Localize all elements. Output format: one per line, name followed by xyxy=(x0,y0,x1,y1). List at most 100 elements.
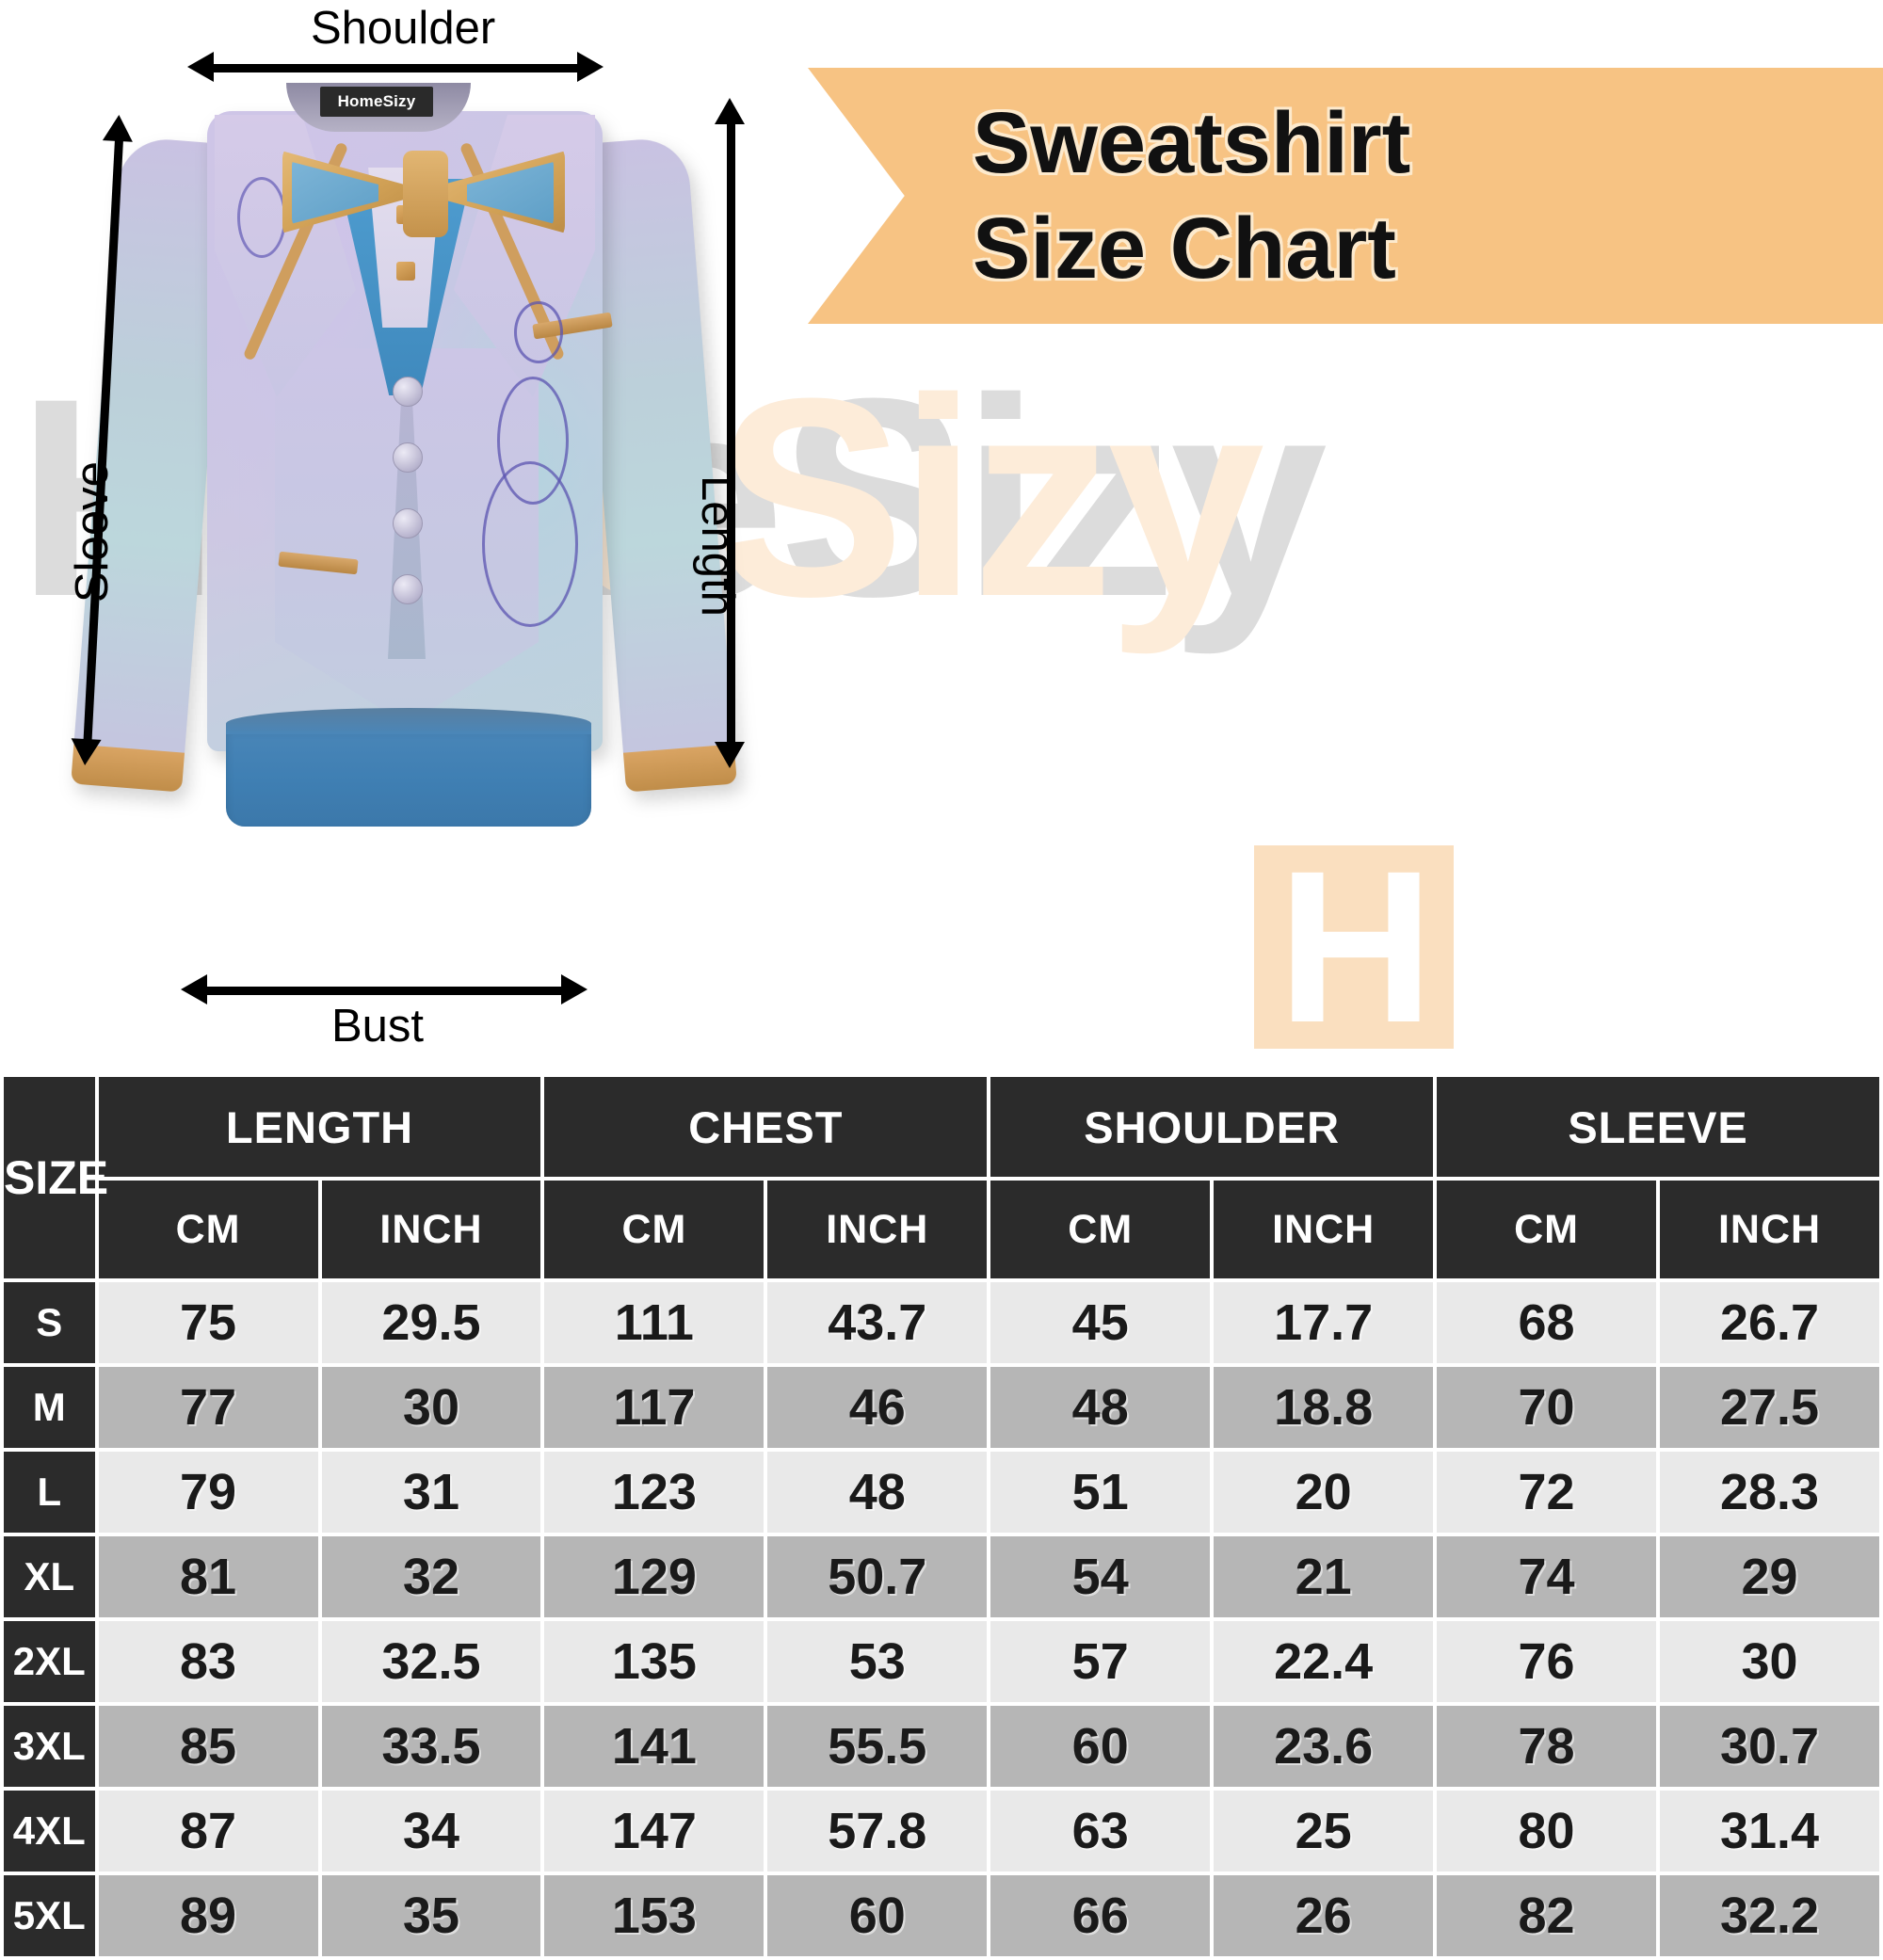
banner-text-wrap: Sweatshirt Size Chart xyxy=(973,90,1867,301)
sleeve-measure-label: Sleeve xyxy=(67,461,118,602)
brand-logo-letter: H xyxy=(1277,826,1434,1068)
table-cell-shoulder-in: 25 xyxy=(1214,1791,1434,1872)
row-header-size: 2XL xyxy=(4,1621,95,1702)
table-cell-sleeve-cm: 74 xyxy=(1437,1536,1656,1617)
table-cell-length-cm: 79 xyxy=(98,1452,318,1533)
table-cell-chest-cm: 117 xyxy=(544,1367,764,1448)
table-cell-length-cm: 85 xyxy=(98,1706,318,1787)
length-measure-arrow xyxy=(715,98,745,768)
row-header-size: XL xyxy=(4,1536,95,1617)
table-cell-chest-in: 53 xyxy=(767,1621,988,1702)
table-cell-length-cm: 77 xyxy=(98,1367,318,1448)
ribbed-hem xyxy=(226,708,591,827)
table-cell-length-cm: 81 xyxy=(98,1536,318,1617)
table-cell-shoulder-in: 22.4 xyxy=(1214,1621,1434,1702)
column-header-chest-inch: INCH xyxy=(767,1181,988,1278)
table-cell-shoulder-cm: 51 xyxy=(990,1452,1211,1533)
table-cell-sleeve-cm: 76 xyxy=(1437,1621,1656,1702)
row-header-size: M xyxy=(4,1367,95,1448)
row-header-size: S xyxy=(4,1282,95,1363)
table-cell-length-in: 33.5 xyxy=(321,1706,541,1787)
table-cell-sleeve-in: 31.4 xyxy=(1659,1791,1879,1872)
table-body: S 75 29.5 111 43.7 45 17.7 68 26.7 M 77 30 117 46 48 18… xyxy=(4,1282,1879,1956)
table-cell-shoulder-cm: 48 xyxy=(990,1367,1211,1448)
vest-button xyxy=(393,574,423,604)
table-row: M 77 30 117 46 48 18.8 70 27.5 xyxy=(4,1367,1879,1448)
table-cell-shoulder-in: 18.8 xyxy=(1214,1367,1434,1448)
banner-title-line1: Sweatshirt xyxy=(973,95,1411,191)
title-banner: Sweatshirt Size Chart xyxy=(808,68,1883,324)
vest-button xyxy=(393,508,423,538)
size-chart-illustration: HomeSizy eSizy H Sweatshirt Size Chart xyxy=(0,0,1883,1073)
table-cell-length-cm: 83 xyxy=(98,1621,318,1702)
table-cell-sleeve-in: 26.7 xyxy=(1659,1282,1879,1363)
table-cell-length-in: 34 xyxy=(321,1791,541,1872)
length-measure-label: Length xyxy=(692,475,743,617)
table-cell-shoulder-in: 23.6 xyxy=(1214,1706,1434,1787)
column-group-sleeve: SLEEVE xyxy=(1437,1077,1879,1177)
column-header-length-cm: CM xyxy=(98,1181,318,1278)
table-cell-chest-in: 60 xyxy=(767,1875,988,1956)
table-cell-chest-cm: 111 xyxy=(544,1282,764,1363)
table-cell-chest-in: 43.7 xyxy=(767,1282,988,1363)
bust-measure-arrow xyxy=(181,974,587,1004)
table-cell-chest-cm: 147 xyxy=(544,1791,764,1872)
embroidery-swirl xyxy=(514,301,563,363)
banner-title-line2: Size Chart xyxy=(973,201,1396,297)
table-cell-shoulder-in: 20 xyxy=(1214,1452,1434,1533)
table-cell-shoulder-cm: 63 xyxy=(990,1791,1211,1872)
table-cell-shoulder-cm: 66 xyxy=(990,1875,1211,1956)
table-cell-sleeve-cm: 78 xyxy=(1437,1706,1656,1787)
column-header-sleeve-inch: INCH xyxy=(1659,1181,1879,1278)
table-cell-length-in: 32 xyxy=(321,1536,541,1617)
table-cell-chest-cm: 141 xyxy=(544,1706,764,1787)
table-unit-header-row: CM INCH CM INCH CM INCH CM INCH xyxy=(4,1181,1879,1278)
row-header-size: 5XL xyxy=(4,1875,95,1956)
table-cell-length-cm: 75 xyxy=(98,1282,318,1363)
table-cell-length-cm: 89 xyxy=(98,1875,318,1956)
table-cell-sleeve-in: 32.2 xyxy=(1659,1875,1879,1956)
table-group-header-row: SIZE LENGTH CHEST SHOULDER SLEEVE xyxy=(4,1077,1879,1278)
table-cell-sleeve-cm: 70 xyxy=(1437,1367,1656,1448)
bow-knot xyxy=(403,151,448,237)
table-cell-shoulder-in: 17.7 xyxy=(1214,1282,1434,1363)
table-row: S 75 29.5 111 43.7 45 17.7 68 26.7 xyxy=(4,1282,1879,1363)
column-header-length-inch: INCH xyxy=(321,1181,541,1278)
table-cell-shoulder-in: 26 xyxy=(1214,1875,1434,1956)
vest-button xyxy=(393,442,423,473)
table-row: XL 81 32 129 50.7 54 21 74 29 xyxy=(4,1536,1879,1617)
table-cell-shoulder-cm: 54 xyxy=(990,1536,1211,1617)
table-row: 3XL 85 33.5 141 55.5 60 23.6 78 30.7 xyxy=(4,1706,1879,1787)
row-header-size: 3XL xyxy=(4,1706,95,1787)
table-cell-sleeve-in: 28.3 xyxy=(1659,1452,1879,1533)
table-cell-length-cm: 87 xyxy=(98,1791,318,1872)
neck-brand-label: HomeSizy xyxy=(320,87,433,117)
table-cell-length-in: 32.5 xyxy=(321,1621,541,1702)
row-header-size: L xyxy=(4,1452,95,1533)
table-cell-length-in: 29.5 xyxy=(321,1282,541,1363)
table-cell-chest-in: 48 xyxy=(767,1452,988,1533)
table-cell-chest-cm: 123 xyxy=(544,1452,764,1533)
table-head: SIZE LENGTH CHEST SHOULDER SLEEVE CM INC… xyxy=(4,1077,1879,1278)
brand-logo-block: H xyxy=(1254,826,1454,1068)
printed-bow-tie xyxy=(282,143,565,247)
table-cell-sleeve-in: 30 xyxy=(1659,1621,1879,1702)
table-cell-sleeve-in: 27.5 xyxy=(1659,1367,1879,1448)
column-header-size: SIZE xyxy=(4,1077,108,1278)
table-cell-sleeve-cm: 72 xyxy=(1437,1452,1656,1533)
table-cell-chest-cm: 135 xyxy=(544,1621,764,1702)
table-cell-chest-in: 57.8 xyxy=(767,1791,988,1872)
column-header-chest-cm: CM xyxy=(544,1181,764,1278)
table-cell-sleeve-cm: 68 xyxy=(1437,1282,1656,1363)
table-cell-sleeve-in: 29 xyxy=(1659,1536,1879,1617)
table-cell-length-in: 30 xyxy=(321,1367,541,1448)
neck-brand-label-text: HomeSizy xyxy=(337,92,416,110)
placket-stud xyxy=(396,262,415,281)
shoulder-measure-label: Shoulder xyxy=(311,3,496,54)
column-header-sleeve-cm: CM xyxy=(1437,1181,1656,1278)
table-cell-chest-cm: 129 xyxy=(544,1536,764,1617)
table-cell-sleeve-cm: 82 xyxy=(1437,1875,1656,1956)
table-cell-shoulder-cm: 57 xyxy=(990,1621,1211,1702)
table-cell-chest-in: 50.7 xyxy=(767,1536,988,1617)
shoulder-measure-arrow xyxy=(187,52,604,82)
